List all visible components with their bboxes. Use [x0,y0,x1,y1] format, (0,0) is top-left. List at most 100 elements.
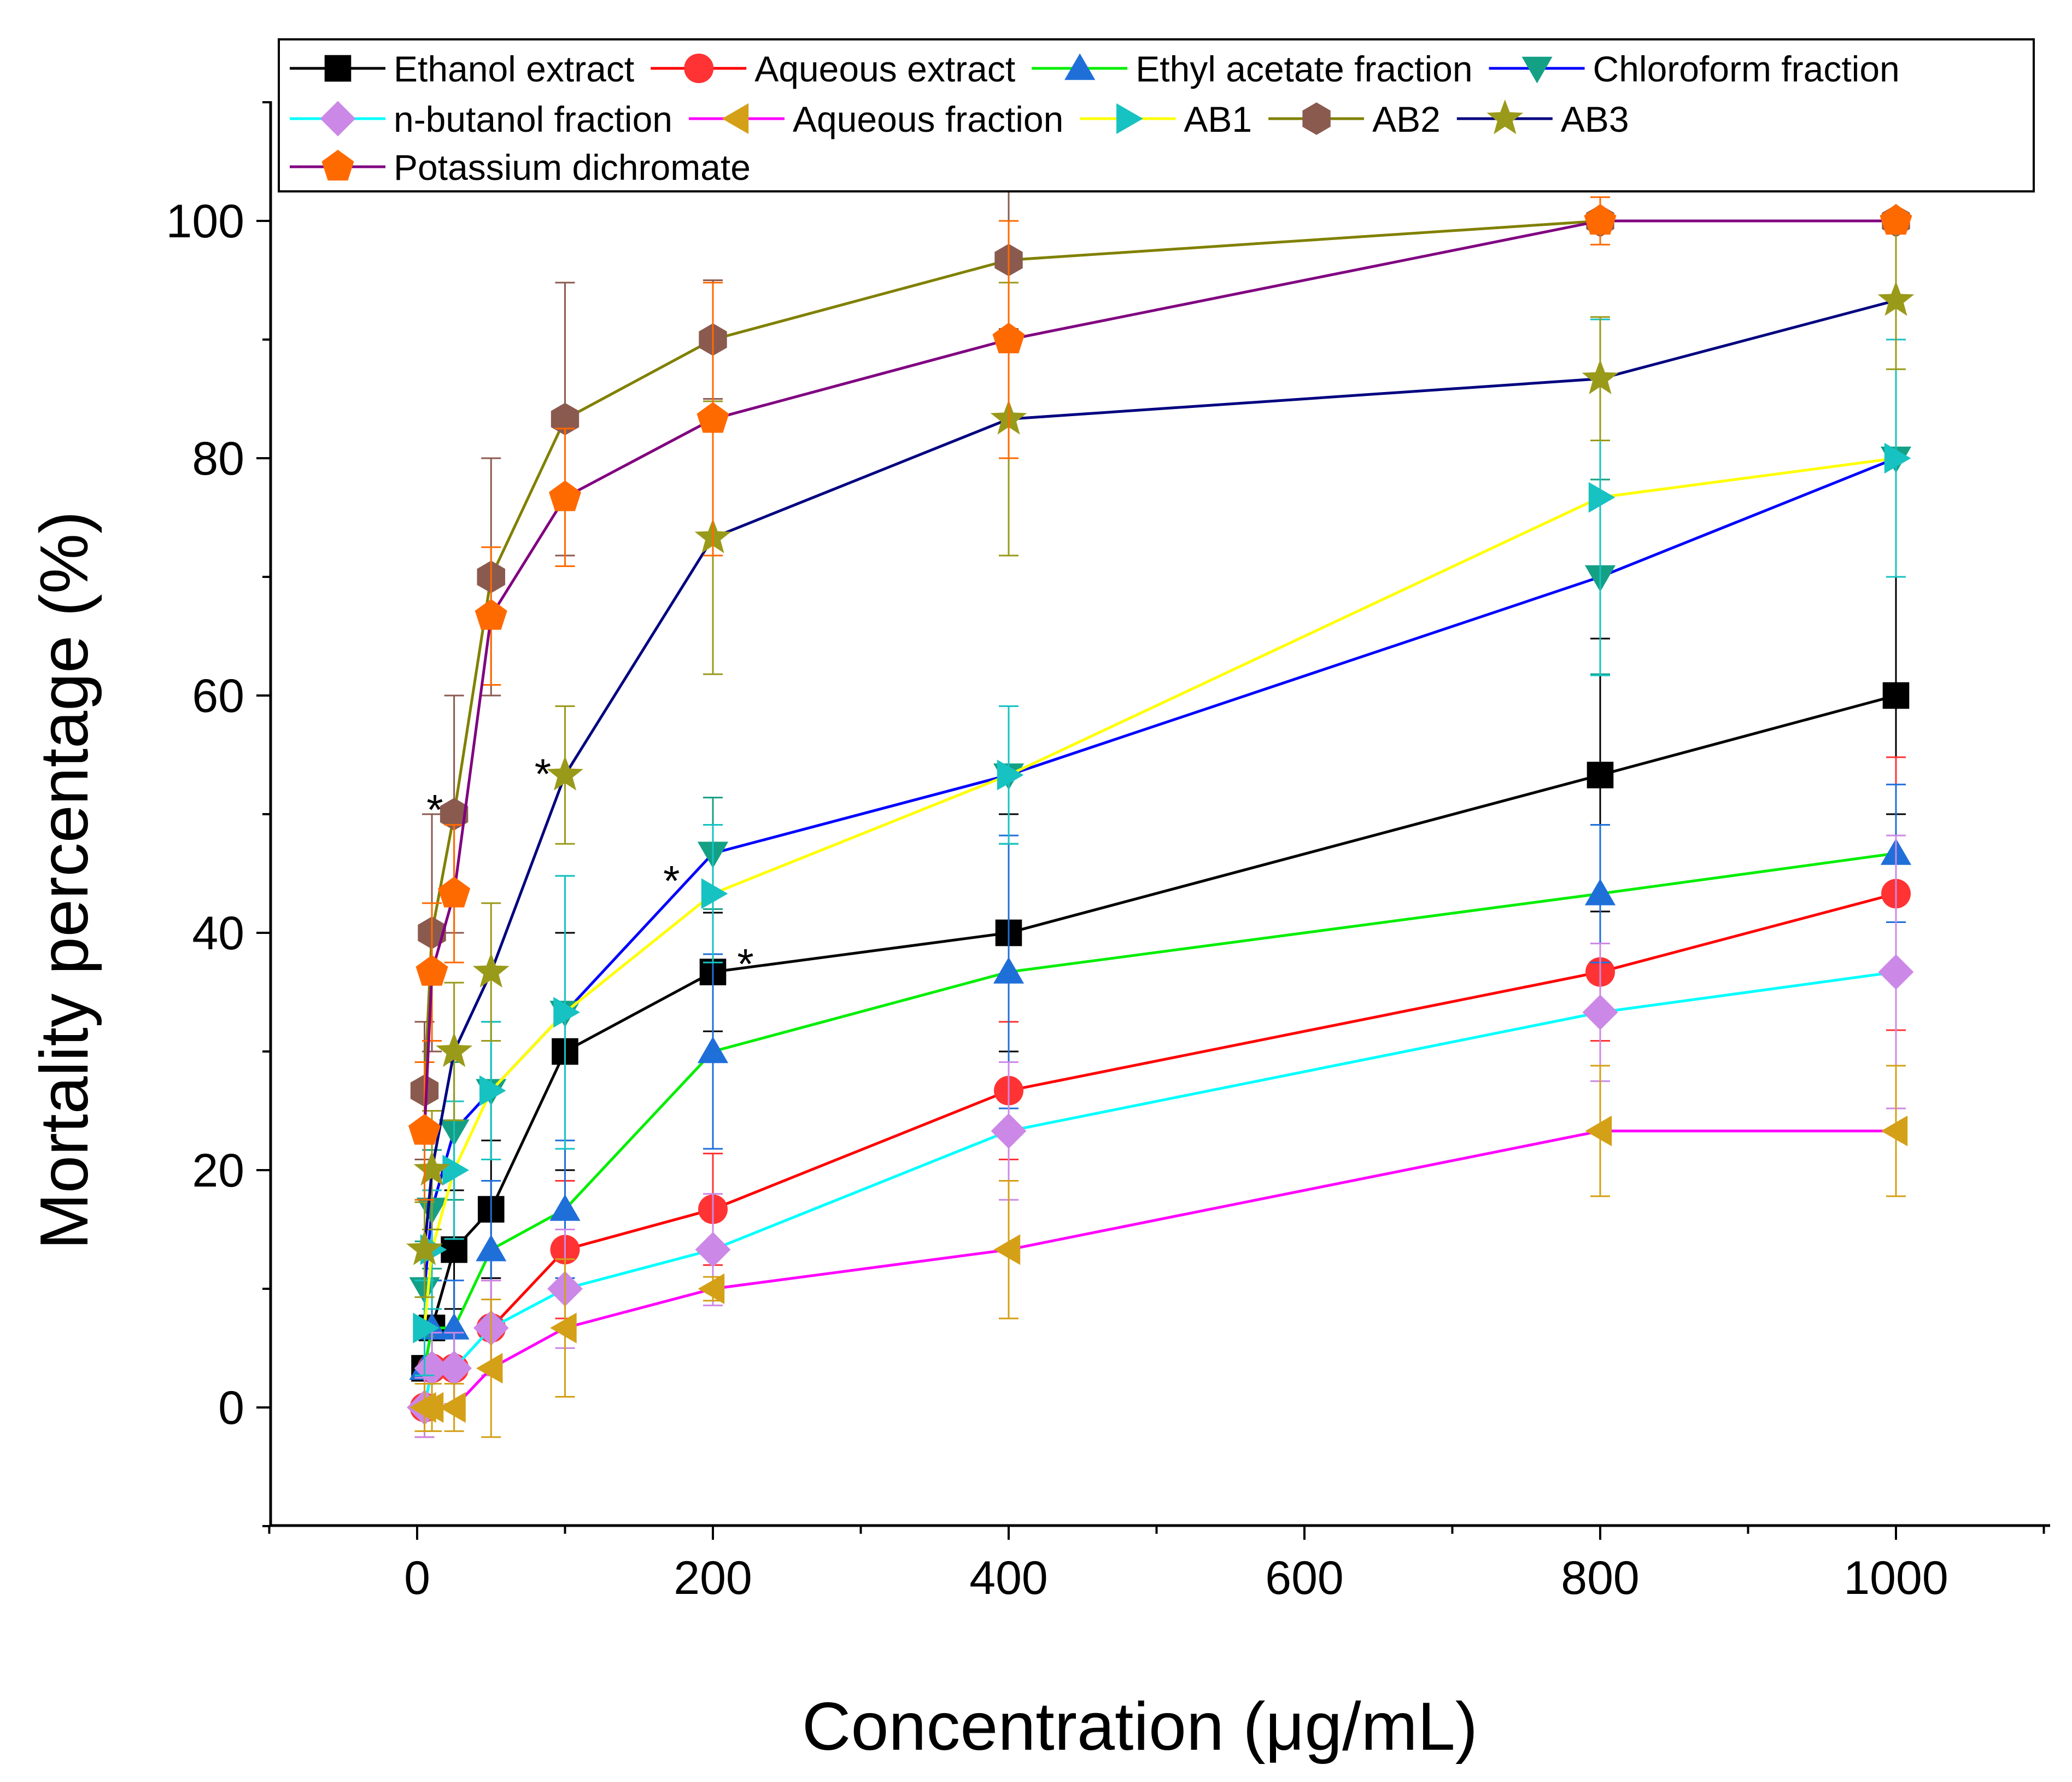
legend-item: Aqueous extract [651,49,1015,89]
data-point [417,1392,444,1423]
x-tick-label: 800 [1561,1552,1640,1604]
y-tick-label: 20 [192,1144,244,1197]
legend-item: Aqueous fraction [689,99,1063,139]
data-point [1884,442,1911,474]
data-point [472,953,510,988]
data-point [997,759,1024,791]
data-point [1880,203,1912,235]
annotation-layer: * * * * [426,750,753,988]
legend-label: Aqueous extract [754,49,1015,89]
data-point [993,1234,1021,1265]
legend-item: AB3 [1456,99,1629,139]
x-tick-label: 600 [1265,1552,1344,1604]
legend-box [278,38,2035,192]
legend-marker [1302,102,1331,135]
legend-item: Ethanol extract [290,49,634,89]
data-point [1585,1115,1612,1147]
legend: Ethanol extract Aqueous extract Ethyl acet… [278,38,2035,192]
significance-marker: * [737,939,753,988]
data-point [1877,281,1915,316]
data-point [992,323,1025,354]
data-point [1588,482,1616,513]
data-point [698,1273,725,1305]
significance-marker: * [426,785,443,833]
data-point [991,1113,1027,1149]
data-point [440,798,469,831]
data-point [479,1075,506,1106]
y-axis-title: Mortality percentage (%) [27,511,102,1250]
legend-marker [1064,53,1096,80]
x-axis: 0 200 400 600 800 1000 [268,1526,2045,1604]
data-point [415,955,448,986]
legend-marker [1116,103,1143,135]
legend-label: Potassium dichromate [394,147,751,188]
y-tick-label: 0 [218,1382,244,1434]
legend-label: AB1 [1184,99,1252,139]
data-point [413,1312,440,1343]
y-tick-label: 60 [192,670,244,722]
legend-label: Chloroform fraction [1593,49,1900,89]
legend-item: Potassium dichromate [290,147,751,188]
data-point [1584,203,1617,235]
data-point [476,1235,507,1261]
legend-marker [324,55,352,82]
legend-item: Chloroform fraction [1489,49,1900,89]
data-point [697,1036,729,1064]
data-point [701,878,728,909]
legend-item: AB2 [1268,99,1441,139]
y-tick-label: 100 [166,195,245,248]
data-point [436,1032,472,1067]
legend-label: AB2 [1372,99,1441,139]
data-point [436,1351,472,1386]
legend-item: n-butanol fraction [290,99,672,139]
legend-marker [1521,56,1553,84]
data-point [550,1312,577,1343]
data-point [993,957,1025,984]
data-point [413,1150,450,1186]
series-potassium-dichromate [408,196,1912,1201]
data-point [549,480,581,511]
series-aqueous-fraction [409,1065,1908,1438]
data-point [1882,682,1910,709]
data-point [695,1232,731,1267]
legend-marker [684,54,714,83]
y-axis: 0 20 40 60 80 100 [166,101,271,1527]
data-point [406,1230,443,1265]
data-point [1881,1115,1908,1147]
data-point [1584,879,1616,905]
legend-label: AB3 [1561,99,1629,139]
data-point [442,1154,469,1186]
legend-marker [320,101,356,137]
x-tick-label: 200 [674,1552,752,1604]
data-point [476,1353,503,1384]
legend-marker [722,103,749,135]
legend-item: Ethyl acetate fraction [1032,49,1473,89]
x-tick-label: 400 [969,1552,1048,1604]
y-tick-label: 80 [192,433,244,485]
significance-marker: * [535,750,551,798]
data-point [438,877,471,908]
legend-marker [1486,99,1524,135]
legend-label: Ethanol extract [394,49,634,89]
data-point [696,402,729,433]
data-point [1878,954,1914,990]
data-point [553,997,580,1028]
data-point [414,1351,450,1386]
data-point [1587,762,1614,788]
legend-label: Ethyl acetate fraction [1135,49,1472,89]
legend-label: Aqueous fraction [793,99,1063,139]
legend-marker [321,149,354,181]
x-tick-label: 1000 [1843,1552,1948,1604]
data-point [1582,359,1619,394]
data-point [439,1392,466,1423]
data-point [408,1114,441,1145]
y-tick-label: 40 [192,907,244,960]
x-tick-label: 0 [404,1552,430,1604]
data-point [547,756,583,791]
data-point [475,599,507,630]
series-layer [406,190,1915,1438]
x-axis-title: Concentration (μg/mL) [802,1689,1478,1765]
legend-label: n-butanol fraction [394,99,672,139]
